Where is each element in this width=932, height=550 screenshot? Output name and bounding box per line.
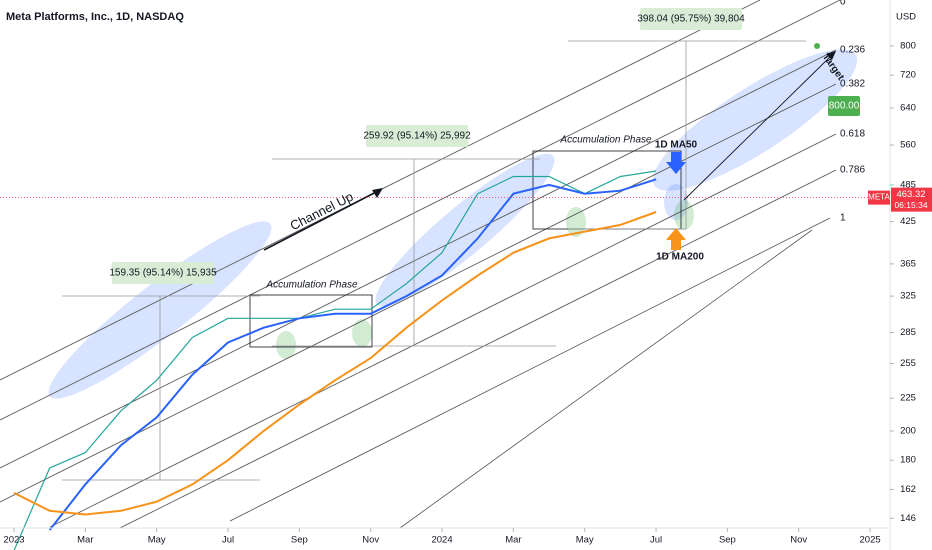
x-tick-label: 2023: [3, 535, 24, 546]
measure-label-bg: [366, 125, 468, 147]
series-line: [13, 211, 657, 516]
x-tick-label: Sep: [291, 535, 308, 546]
fib-label: 0.382: [840, 79, 865, 90]
measure-label: 159.35 (95.14%) 15,935: [109, 268, 217, 279]
channel-line: [229, 217, 831, 522]
arrow-head: [826, 51, 836, 60]
channel-line: [0, 0, 841, 421]
fib-labels: 0 0.236 0.382 0.618 0.786 1: [840, 0, 865, 224]
arrow-head: [372, 188, 383, 198]
y-tick-label: 180: [900, 455, 916, 466]
zone: [652, 49, 858, 191]
x-tick-label: Mar: [77, 535, 93, 546]
channel-line: [0, 83, 837, 503]
channel-line: [0, 49, 837, 469]
touch: [566, 207, 586, 237]
y-tick-label: 325: [900, 291, 916, 302]
touch: [276, 331, 296, 359]
price-tag-bg: [891, 187, 932, 212]
x-tick-label: 2024: [431, 535, 452, 546]
ma50-arrow: [666, 152, 686, 174]
zone: [375, 153, 555, 307]
channel-arrow: [263, 189, 381, 251]
y-tick-label: 800: [900, 40, 916, 51]
measure-label: 398.04 (95.75%) 39,804: [637, 14, 745, 25]
y-tick-label: 720: [900, 70, 916, 81]
accumulation-label: Accumulation Phase: [559, 135, 652, 146]
y-tick-label: 255: [900, 358, 916, 369]
measure-label-bg: [640, 8, 742, 30]
x-tick-label: May: [576, 535, 594, 546]
x-tick-label: Jul: [650, 535, 662, 546]
fib-label: 0: [840, 0, 846, 8]
channel-line: [119, 169, 837, 529]
measure-label: 259.92 (95.14%) 25,992: [363, 131, 471, 142]
touch: [674, 200, 694, 230]
chart-title: Meta Platforms, Inc., 1D, NASDAQ: [6, 11, 184, 23]
target-point: [814, 43, 820, 49]
y-tick-label: 560: [900, 140, 916, 151]
y-tick-label: 640: [900, 102, 916, 113]
measure-lines: [62, 40, 806, 481]
target-price-bg: [828, 96, 860, 116]
x-tick-label: May: [148, 535, 166, 546]
x-tick-label: Jul: [222, 535, 234, 546]
series-line: [48, 178, 657, 531]
x-tick-label: Nov: [362, 535, 379, 546]
accumulation-box: [249, 294, 373, 348]
series-line: [13, 170, 657, 550]
ma200-label: 1D MA200: [656, 252, 704, 263]
y-tick-label: 146: [900, 513, 916, 524]
x-tick-label: Sep: [719, 535, 736, 546]
fib-label: 0.236: [840, 45, 865, 56]
fib-label: 0.618: [840, 129, 865, 140]
y-tick-label: 485: [900, 179, 916, 190]
y-tick-label: 365: [900, 258, 916, 269]
touch: [352, 319, 372, 347]
x-tick-label: 2025: [860, 535, 881, 546]
y-tick-label: 225: [900, 393, 916, 404]
fib-label: 1: [840, 213, 846, 224]
countdown: 06:15:34: [894, 200, 927, 210]
symbol-tag: META: [868, 193, 890, 202]
measure-label-bg: [112, 262, 214, 284]
currency: USD: [896, 12, 916, 23]
x-tick-label: Mar: [505, 535, 521, 546]
axes: 146 162 180 200 225 255 285 325 365 425 485 560 640 7…: [3, 40, 932, 546]
y-tick-label: 285: [900, 327, 916, 338]
x-tick-label: Nov: [790, 535, 807, 546]
channel-line: [49, 133, 837, 528]
channel-line: [399, 229, 813, 529]
accumulation-label: Accumulation Phase: [265, 280, 358, 291]
ma200-arrow: [666, 228, 686, 250]
y-tick-label: 200: [900, 425, 916, 436]
price-tag: 463.32: [896, 189, 925, 200]
ma50-label: 1D MA50: [655, 140, 698, 151]
fib-label: 0.786: [840, 165, 865, 176]
target-arrow: [683, 54, 833, 201]
symbol-tag-bg: [868, 190, 890, 205]
target-price: 800.00: [829, 101, 860, 112]
y-tick-label: 162: [900, 484, 916, 495]
plot: [0, 170, 890, 550]
y-tick-label: 425: [900, 216, 916, 227]
